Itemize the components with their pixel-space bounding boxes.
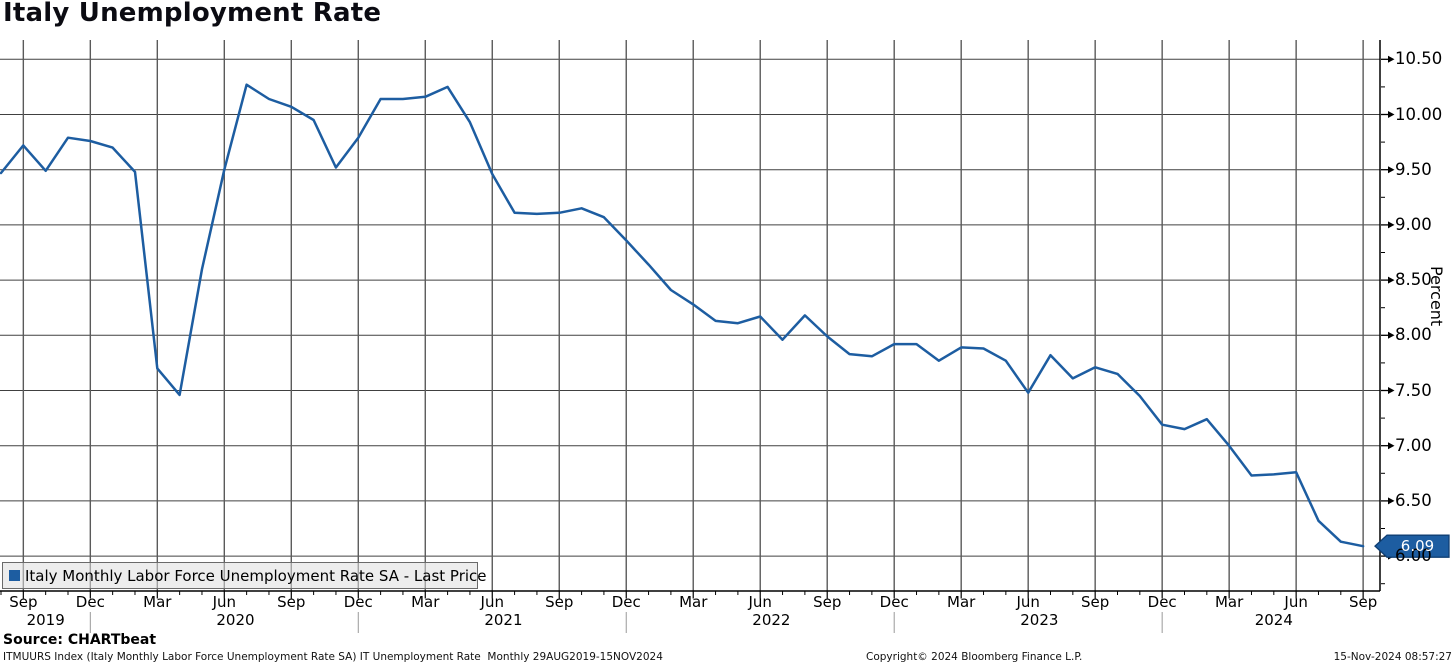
y-axis-tick-arrow-icon bbox=[1388, 442, 1395, 450]
last-price-badge-flag bbox=[1374, 534, 1450, 558]
x-tick-label: Mar bbox=[679, 593, 708, 611]
x-tick-label: Sep bbox=[1348, 593, 1378, 611]
x-axis-year-label: 2019 bbox=[26, 611, 65, 629]
y-tick-label: 7.00 bbox=[1395, 435, 1432, 455]
y-axis-tick-arrow-icon bbox=[1388, 55, 1395, 63]
x-tick-label: Dec bbox=[1147, 593, 1177, 611]
y-tick-label: 10.00 bbox=[1395, 104, 1443, 124]
copyright-notice: Copyright© 2024 Bloomberg Finance L.P. bbox=[866, 651, 1083, 663]
y-tick-label: 8.00 bbox=[1395, 325, 1432, 345]
x-tick-label: Dec bbox=[611, 593, 641, 611]
x-tick-label: Sep bbox=[813, 593, 842, 611]
x-axis-year-label: 2024 bbox=[1254, 611, 1293, 629]
x-tick-label: Sep bbox=[1081, 593, 1110, 611]
x-tick-label: Sep bbox=[545, 593, 574, 611]
y-axis-tick-arrow-icon bbox=[1388, 331, 1395, 339]
y-axis-tick-arrow-icon bbox=[1388, 166, 1395, 174]
x-tick-label: Dec bbox=[343, 593, 373, 611]
x-tick-label: Mar bbox=[411, 593, 440, 611]
x-tick-label: Mar bbox=[947, 593, 976, 611]
x-axis-year-label: 2020 bbox=[216, 611, 255, 629]
legend-label: Italy Monthly Labor Force Unemployment R… bbox=[25, 566, 487, 585]
y-axis-unit-label: Percent bbox=[1427, 266, 1446, 327]
y-tick-label: 6.00 bbox=[1395, 546, 1432, 566]
x-tick-label: Jun bbox=[212, 593, 237, 611]
x-tick-label: Jun bbox=[748, 593, 772, 611]
y-tick-label: 7.50 bbox=[1395, 380, 1432, 400]
unemployment-rate-line bbox=[0, 83, 1365, 548]
y-tick-label: 10.50 bbox=[1395, 49, 1443, 69]
x-tick-label: Dec bbox=[75, 593, 105, 611]
x-tick-label: Mar bbox=[1214, 593, 1244, 611]
source-line: Source: CHARTbeat bbox=[3, 632, 157, 648]
y-tick-label: 9.50 bbox=[1395, 159, 1432, 179]
legend-swatch-icon bbox=[9, 570, 20, 581]
x-axis-year-label: 2023 bbox=[1020, 611, 1059, 629]
x-tick-label: Jun bbox=[1284, 593, 1308, 611]
chart-title: Italy Unemployment Rate bbox=[3, 0, 382, 28]
y-axis-tick-arrow-icon bbox=[1388, 387, 1395, 394]
x-axis-year-label: 2022 bbox=[752, 611, 791, 629]
x-tick-label: Sep bbox=[277, 593, 306, 611]
y-tick-label: 9.00 bbox=[1395, 214, 1432, 234]
x-axis-year-label: 2021 bbox=[484, 611, 523, 629]
x-tick-label: Dec bbox=[879, 593, 909, 611]
y-tick-label: 6.50 bbox=[1395, 490, 1432, 510]
x-tick-label: Jun bbox=[1016, 593, 1040, 611]
y-tick-label: 8.50 bbox=[1395, 270, 1432, 290]
timestamp: 15-Nov-2024 08:57:27 bbox=[1333, 651, 1452, 663]
legend[interactable]: Italy Monthly Labor Force Unemployment R… bbox=[2, 562, 487, 589]
y-axis-tick-arrow-icon bbox=[1388, 276, 1395, 284]
x-tick-label: Mar bbox=[143, 593, 172, 611]
y-axis-tick-arrow-icon bbox=[1388, 497, 1395, 505]
y-axis-tick-arrow-icon bbox=[1388, 221, 1395, 229]
x-tick-label: Jun bbox=[480, 593, 504, 611]
x-tick-label: Sep bbox=[9, 593, 38, 611]
y-axis-tick-arrow-icon bbox=[1388, 111, 1395, 118]
last-price-badge: 6.09 bbox=[1400, 537, 1435, 556]
security-description: ITMUURS Index (Italy Monthly Labor Force… bbox=[3, 651, 663, 663]
